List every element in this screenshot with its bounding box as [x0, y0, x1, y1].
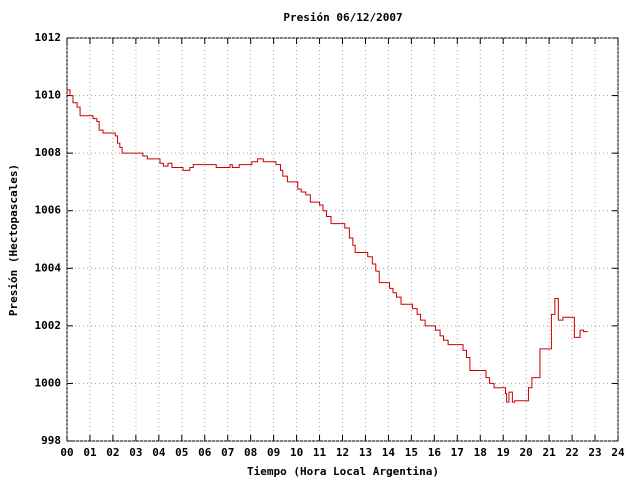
y-tick-label: 1000 — [35, 376, 62, 389]
chart-title: Presión 06/12/2007 — [283, 11, 402, 24]
y-tick-label: 1012 — [35, 31, 62, 44]
x-tick-label: 12 — [336, 446, 349, 459]
x-tick-label: 18 — [474, 446, 487, 459]
y-tick-label: 1004 — [35, 261, 62, 274]
data-line — [67, 89, 589, 403]
x-tick-label: 00 — [60, 446, 73, 459]
y-tick-label: 1010 — [35, 89, 62, 102]
x-tick-label: 11 — [313, 446, 327, 459]
y-tick-label: 998 — [41, 434, 61, 447]
x-tick-label: 05 — [175, 446, 188, 459]
x-axis-label: Tiempo (Hora Local Argentina) — [247, 465, 439, 478]
y-tick-label: 1008 — [35, 146, 62, 159]
y-tick-label: 1002 — [35, 319, 62, 332]
x-tick-label: 22 — [565, 446, 578, 459]
x-tick-label: 23 — [588, 446, 601, 459]
x-tick-label: 21 — [543, 446, 557, 459]
y-tick-label: 1006 — [35, 204, 62, 217]
x-tick-label: 16 — [428, 446, 442, 459]
x-tick-label: 02 — [106, 446, 119, 459]
x-tick-label: 19 — [497, 446, 510, 459]
x-tick-label: 17 — [451, 446, 464, 459]
x-tick-label: 08 — [244, 446, 257, 459]
x-tick-label: 03 — [129, 446, 142, 459]
x-tick-label: 13 — [359, 446, 372, 459]
x-tick-label: 07 — [221, 446, 234, 459]
x-tick-label: 06 — [198, 446, 212, 459]
x-tick-label: 04 — [152, 446, 166, 459]
y-axis-label: Presión (Hectopascales) — [7, 164, 20, 316]
x-tick-label: 09 — [267, 446, 280, 459]
x-tick-label: 15 — [405, 446, 418, 459]
x-tick-label: 20 — [520, 446, 533, 459]
x-tick-label: 10 — [290, 446, 303, 459]
x-tick-label: 24 — [611, 446, 625, 459]
x-tick-label: 14 — [382, 446, 396, 459]
x-tick-label: 01 — [83, 446, 97, 459]
